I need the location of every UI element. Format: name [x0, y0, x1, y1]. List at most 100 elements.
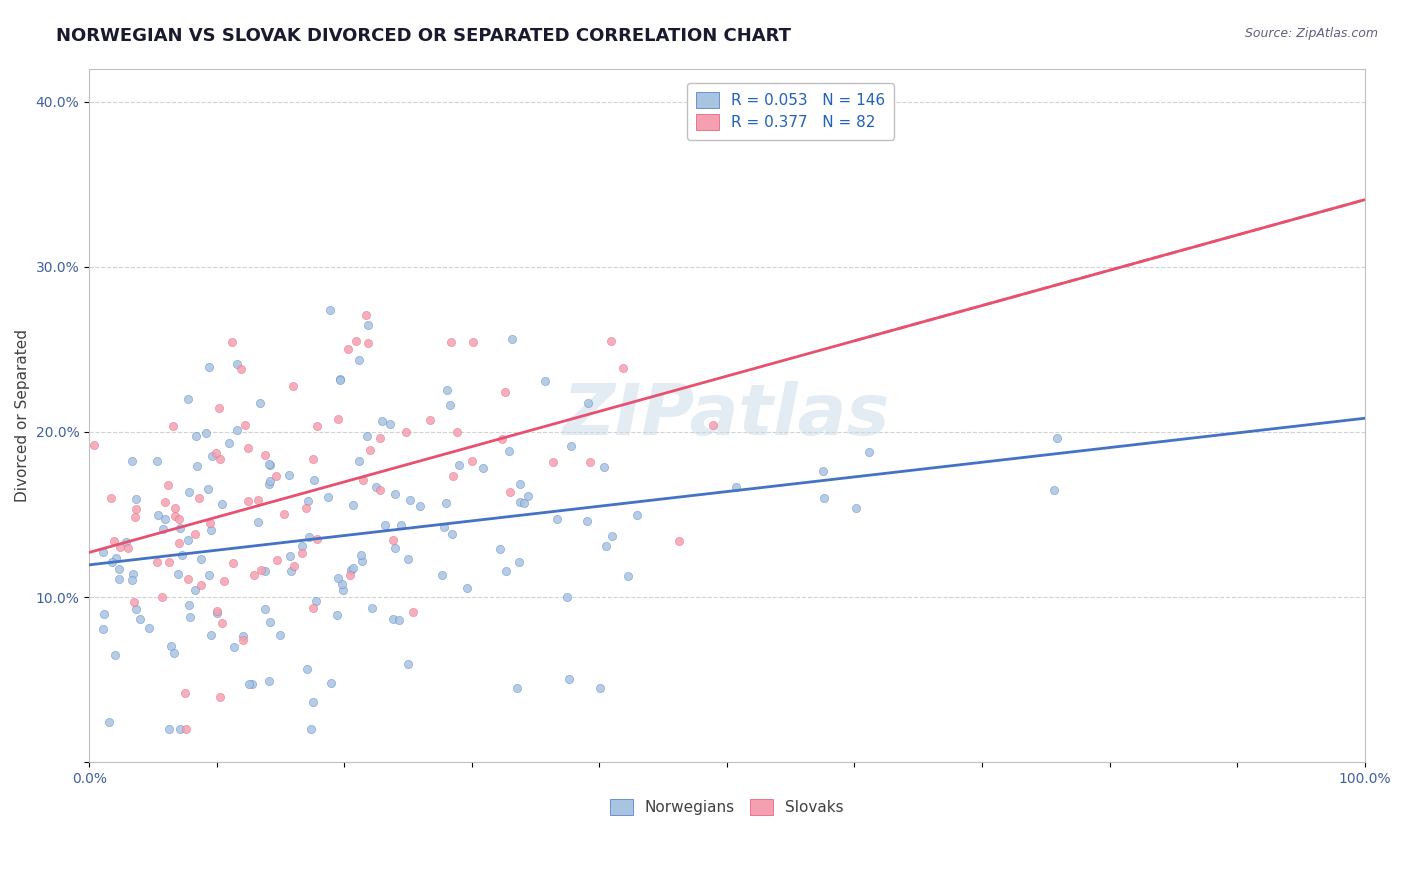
Point: [257, 458, 280, 472]
Point: [117, 541, 139, 556]
Point: [157, 555, 180, 569]
Point: [179, 484, 201, 499]
Point: [364, 480, 387, 494]
Point: [169, 520, 191, 534]
Point: [200, 628, 222, 642]
Point: [595, 539, 617, 553]
Point: [357, 336, 380, 351]
Point: [93, 622, 115, 636]
Point: [205, 445, 228, 459]
Point: [146, 555, 169, 569]
Y-axis label: Divorced or Separated: Divorced or Separated: [15, 329, 30, 502]
Point: [297, 661, 319, 675]
Point: [240, 677, 263, 691]
Point: [122, 566, 145, 581]
Point: [298, 530, 321, 544]
Point: [243, 568, 266, 582]
Point: [91, 545, 114, 559]
Point: [329, 372, 352, 386]
Point: [301, 601, 323, 615]
Legend: Norwegians, Slovaks: Norwegians, Slovaks: [600, 790, 853, 824]
Point: [197, 568, 219, 582]
Point: [381, 612, 404, 626]
Point: [110, 540, 132, 554]
Point: [197, 482, 219, 496]
Point: [232, 629, 254, 643]
Point: [157, 723, 180, 737]
Point: [150, 591, 173, 605]
Point: [339, 568, 361, 582]
Point: [546, 512, 568, 526]
Point: [232, 633, 254, 648]
Point: [845, 501, 868, 516]
Point: [340, 563, 363, 577]
Point: [222, 556, 245, 570]
Point: [555, 590, 578, 604]
Point: [184, 526, 207, 541]
Point: [212, 574, 235, 589]
Point: [211, 497, 233, 511]
Point: [593, 459, 616, 474]
Point: [307, 419, 329, 434]
Point: [301, 451, 323, 466]
Point: [186, 459, 208, 474]
Point: [190, 578, 212, 592]
Point: [302, 473, 325, 487]
Point: [352, 474, 374, 488]
Point: [170, 548, 193, 562]
Point: [183, 582, 205, 597]
Point: [396, 657, 419, 671]
Point: [221, 335, 243, 350]
Point: [409, 499, 432, 513]
Point: [104, 648, 127, 662]
Point: [509, 495, 531, 509]
Point: [501, 332, 523, 346]
Point: [381, 533, 404, 548]
Point: [440, 527, 463, 541]
Point: [115, 534, 138, 549]
Point: [491, 433, 513, 447]
Point: [463, 334, 485, 349]
Point: [266, 553, 288, 567]
Point: [177, 572, 200, 586]
Point: [558, 672, 581, 686]
Point: [388, 613, 411, 627]
Point: [668, 534, 690, 549]
Point: [534, 375, 557, 389]
Text: ZIPatlas: ZIPatlas: [564, 381, 890, 450]
Point: [349, 353, 371, 368]
Point: [612, 360, 634, 375]
Point: [103, 533, 125, 548]
Point: [297, 494, 319, 508]
Point: [124, 602, 146, 616]
Point: [505, 681, 527, 695]
Text: NORWEGIAN VS SLOVAK DIVORCED OR SEPARATED CORRELATION CHART: NORWEGIAN VS SLOVAK DIVORCED OR SEPARATE…: [56, 27, 792, 45]
Point: [509, 476, 531, 491]
Point: [433, 520, 456, 534]
Point: [259, 476, 281, 491]
Point: [207, 606, 229, 620]
Point: [326, 411, 349, 425]
Point: [1046, 431, 1069, 445]
Point: [342, 561, 364, 575]
Point: [259, 615, 281, 629]
Point: [222, 640, 245, 654]
Point: [259, 673, 281, 688]
Point: [578, 455, 600, 469]
Point: [396, 552, 419, 566]
Point: [233, 418, 256, 433]
Point: [208, 452, 231, 467]
Point: [247, 515, 270, 529]
Point: [167, 566, 190, 581]
Point: [238, 677, 260, 691]
Point: [370, 414, 392, 428]
Point: [162, 419, 184, 434]
Point: [269, 628, 291, 642]
Point: [104, 551, 127, 566]
Point: [122, 595, 145, 609]
Point: [495, 564, 517, 578]
Point: [350, 549, 373, 563]
Point: [121, 454, 143, 468]
Point: [250, 563, 273, 577]
Point: [280, 564, 302, 578]
